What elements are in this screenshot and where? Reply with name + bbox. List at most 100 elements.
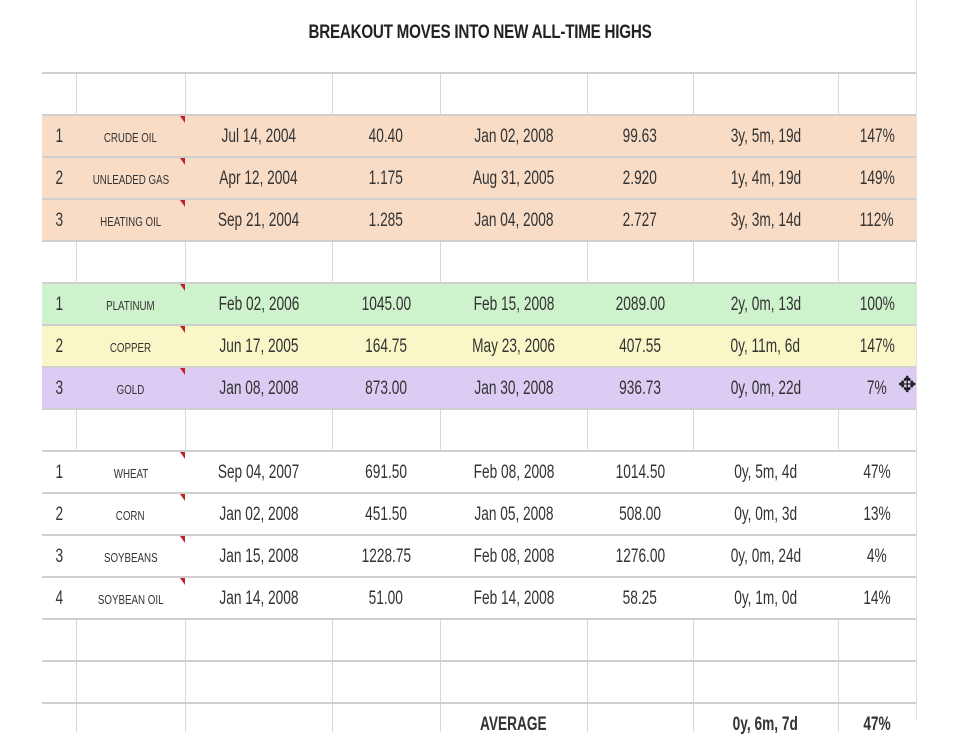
duration-cell[interactable]: 0y, 0m, 22d [693,368,838,408]
comment-indicator-icon[interactable] [180,116,185,123]
row-number-cell[interactable]: 1 [42,284,76,324]
row-number-cell[interactable]: 1 [42,116,76,156]
empty-row[interactable] [42,660,916,702]
duration-cell[interactable]: 0y, 0m, 24d [693,536,838,576]
table-row[interactable]: 3 GOLD Jan 08, 2008 873.00 Jan 30, 2008 936.7… [42,366,916,408]
high-price-cell[interactable]: 58.25 [587,578,693,618]
comment-indicator-icon[interactable] [180,452,185,459]
table-row[interactable]: 3 HEATING OIL Sep 21, 2004 1.285 Jan 04, 200… [42,198,916,240]
duration-cell[interactable]: 0y, 11m, 6d [693,326,838,366]
breakout-price-cell[interactable]: 451.50 [332,494,440,534]
high-price-cell[interactable]: 2.727 [587,200,693,240]
row-number-cell[interactable]: 3 [42,536,76,576]
commodity-name-cell[interactable]: HEATING OIL [76,200,185,240]
table-row[interactable]: 2 UNLEADED GAS Apr 12, 2004 1.175 Aug 31, 20… [42,156,916,198]
percent-gain-cell[interactable]: 149% [838,158,916,198]
table-row[interactable]: 2 COPPER Jun 17, 2005 164.75 May 23, 2006 407… [42,324,916,366]
breakout-date-cell[interactable]: Jun 17, 2005 [185,326,332,366]
row-number-cell[interactable]: 3 [42,368,76,408]
comment-indicator-icon[interactable] [180,368,185,375]
empty-row[interactable] [42,72,916,114]
commodity-name-cell[interactable]: UNLEADED GAS [76,158,185,198]
breakout-price-cell[interactable]: 873.00 [332,368,440,408]
high-price-cell[interactable]: 936.73 [587,368,693,408]
commodity-name-cell[interactable]: COPPER [76,326,185,366]
comment-indicator-icon[interactable] [180,536,185,543]
commodity-name-cell[interactable]: SOYBEAN OIL [76,578,185,618]
breakout-price-cell[interactable]: 51.00 [332,578,440,618]
percent-gain-cell[interactable]: 7% [838,368,916,408]
percent-gain-cell[interactable]: 4% [838,536,916,576]
breakout-date-cell[interactable]: Feb 02, 2006 [185,284,332,324]
commodity-name-cell[interactable]: PLATINUM [76,284,185,324]
breakout-date-cell[interactable]: Sep 21, 2004 [185,200,332,240]
high-date-cell[interactable]: Jan 30, 2008 [440,368,587,408]
row-number-cell[interactable]: 2 [42,494,76,534]
breakout-date-cell[interactable]: Sep 04, 2007 [185,452,332,492]
commodity-name-cell[interactable]: CRUDE OIL [76,116,185,156]
duration-cell[interactable]: 0y, 1m, 0d [693,578,838,618]
high-date-cell[interactable]: Feb 08, 2008 [440,452,587,492]
commodity-name-cell[interactable]: GOLD [76,368,185,408]
breakout-date-cell[interactable]: Jan 14, 2008 [185,578,332,618]
high-price-cell[interactable]: 2.920 [587,158,693,198]
percent-gain-cell[interactable]: 147% [838,326,916,366]
comment-indicator-icon[interactable] [180,494,185,501]
empty-row[interactable] [42,408,916,450]
average-label-cell[interactable]: AVERAGE [440,704,587,744]
table-row[interactable]: 2 CORN Jan 02, 2008 451.50 Jan 05, 2008 508.0… [42,492,916,534]
average-row[interactable]: AVERAGE 0y, 6m, 7d 47% [42,702,916,744]
percent-gain-cell[interactable]: 147% [838,116,916,156]
high-date-cell[interactable]: Jan 02, 2008 [440,116,587,156]
high-date-cell[interactable]: Feb 08, 2008 [440,536,587,576]
breakout-date-cell[interactable]: Jan 08, 2008 [185,368,332,408]
commodity-name-cell[interactable]: WHEAT [76,452,185,492]
commodity-name-cell[interactable]: CORN [76,494,185,534]
high-date-cell[interactable]: Feb 14, 2008 [440,578,587,618]
high-price-cell[interactable]: 2089.00 [587,284,693,324]
breakout-date-cell[interactable]: Apr 12, 2004 [185,158,332,198]
high-date-cell[interactable]: Aug 31, 2005 [440,158,587,198]
breakout-date-cell[interactable]: Jan 15, 2008 [185,536,332,576]
row-number-cell[interactable]: 1 [42,452,76,492]
row-number-cell[interactable]: 4 [42,578,76,618]
breakout-date-cell[interactable]: Jul 14, 2004 [185,116,332,156]
comment-indicator-icon[interactable] [180,200,185,207]
high-date-cell[interactable]: Feb 15, 2008 [440,284,587,324]
comment-indicator-icon[interactable] [180,326,185,333]
breakout-date-cell[interactable]: Jan 02, 2008 [185,494,332,534]
percent-gain-cell[interactable]: 100% [838,284,916,324]
table-row[interactable]: 4 SOYBEAN OIL Jan 14, 2008 51.00 Feb 14, 200… [42,576,916,618]
duration-cell[interactable]: 2y, 0m, 13d [693,284,838,324]
high-price-cell[interactable]: 1014.50 [587,452,693,492]
average-duration-cell[interactable]: 0y, 6m, 7d [693,704,838,744]
comment-indicator-icon[interactable] [180,284,185,291]
duration-cell[interactable]: 1y, 4m, 19d [693,158,838,198]
high-price-cell[interactable]: 99.63 [587,116,693,156]
spreadsheet-grid[interactable]: 1 CRUDE OIL Jul 14, 2004 40.40 Jan 02, 2008 9… [42,72,916,735]
breakout-price-cell[interactable]: 1.175 [332,158,440,198]
duration-cell[interactable]: 3y, 5m, 19d [693,116,838,156]
high-date-cell[interactable]: May 23, 2006 [440,326,587,366]
table-row[interactable]: 1 CRUDE OIL Jul 14, 2004 40.40 Jan 02, 2008 9… [42,114,916,156]
high-date-cell[interactable]: Jan 05, 2008 [440,494,587,534]
high-price-cell[interactable]: 1276.00 [587,536,693,576]
percent-gain-cell[interactable]: 13% [838,494,916,534]
table-row[interactable]: 1 PLATINUM Feb 02, 2006 1045.00 Feb 15, 2008… [42,282,916,324]
breakout-price-cell[interactable]: 691.50 [332,452,440,492]
breakout-price-cell[interactable]: 40.40 [332,116,440,156]
empty-row[interactable] [42,618,916,660]
duration-cell[interactable]: 0y, 0m, 3d [693,494,838,534]
breakout-price-cell[interactable]: 1228.75 [332,536,440,576]
row-number-cell[interactable]: 2 [42,158,76,198]
high-date-cell[interactable]: Jan 04, 2008 [440,200,587,240]
high-price-cell[interactable]: 508.00 [587,494,693,534]
commodity-name-cell[interactable]: SOYBEANS [76,536,185,576]
row-number-cell[interactable]: 3 [42,200,76,240]
duration-cell[interactable]: 3y, 3m, 14d [693,200,838,240]
high-price-cell[interactable]: 407.55 [587,326,693,366]
breakout-price-cell[interactable]: 1.285 [332,200,440,240]
table-row[interactable]: 3 SOYBEANS Jan 15, 2008 1228.75 Feb 08, 2008… [42,534,916,576]
comment-indicator-icon[interactable] [180,158,185,165]
comment-indicator-icon[interactable] [180,578,185,585]
